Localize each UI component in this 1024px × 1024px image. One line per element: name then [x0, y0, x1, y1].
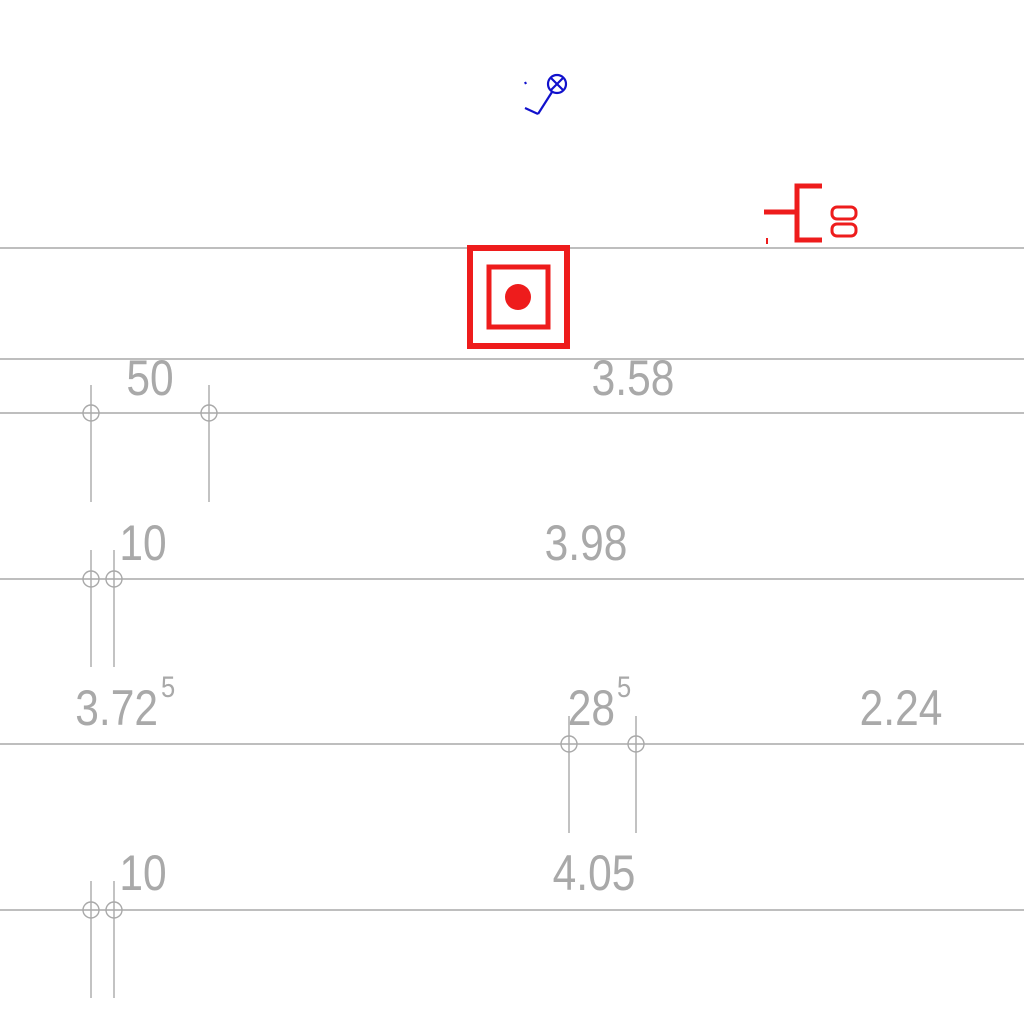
fitting-icon[interactable]: [764, 183, 858, 244]
switch-icon[interactable]: [524, 73, 568, 115]
dimension-marker: [82, 404, 100, 422]
dimension-label-358: 3.58: [592, 350, 675, 406]
dimension-labels: 50 3.58 10 3.98 3.72 5 28 5 2.24 10 4.05: [75, 350, 942, 901]
dimension-marker: [105, 570, 123, 588]
dimension-label-50: 50: [126, 350, 173, 406]
dimension-superscript: 5: [161, 670, 175, 703]
dimension-superscript: 5: [617, 670, 631, 703]
wall-lines: [0, 247, 1024, 911]
dimension-marker: [627, 735, 645, 753]
socket-outlet-icon[interactable]: [467, 245, 570, 349]
dimension-label-3725: 3.72 5: [75, 670, 175, 736]
dimension-label-224: 2.24: [860, 680, 943, 736]
dimension-ticks: [82, 385, 645, 998]
dimension-label-10-b: 10: [119, 845, 166, 901]
dimension-marker: [560, 735, 578, 753]
dimension-marker: [82, 570, 100, 588]
dimension-label-398: 3.98: [545, 515, 628, 571]
dimension-marker: [105, 901, 123, 919]
dimension-marker: [82, 901, 100, 919]
dimension-marker: [200, 404, 218, 422]
dimension-label-28: 28: [568, 680, 615, 736]
dimension-label-10-a: 10: [119, 515, 166, 571]
dimension-label-372: 3.72: [75, 680, 158, 736]
dimension-label-285: 28 5: [568, 670, 631, 736]
dimension-label-405: 4.05: [553, 845, 636, 901]
